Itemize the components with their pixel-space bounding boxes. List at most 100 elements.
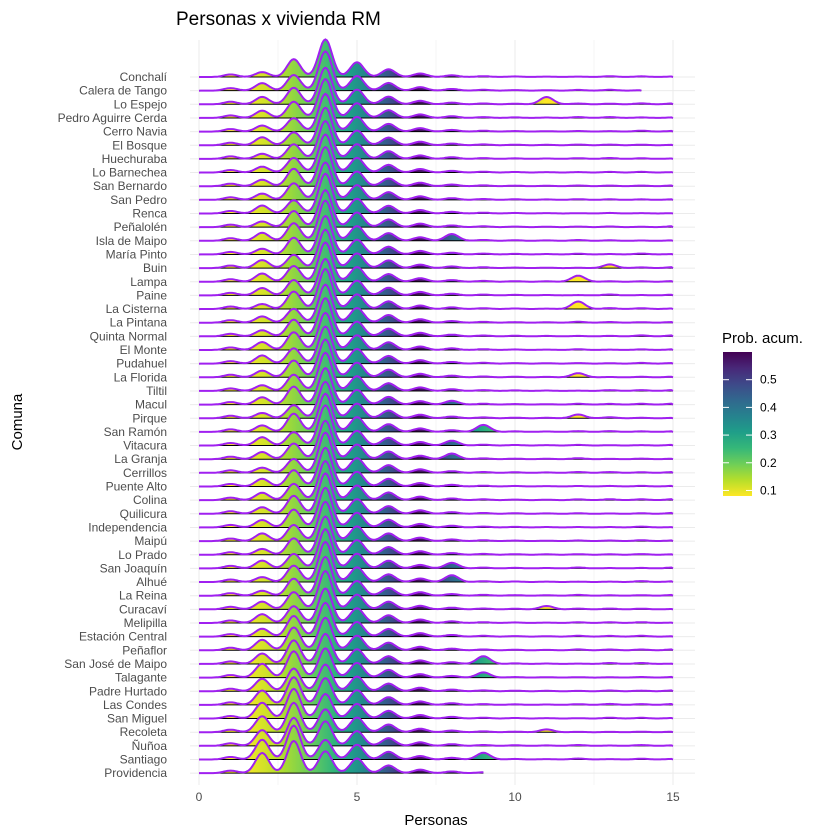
ridge-fill <box>199 741 484 774</box>
ridge-fill <box>199 501 673 542</box>
ridge-density-line <box>199 701 674 734</box>
ridge-density-line <box>199 601 674 638</box>
ridge-fill <box>199 633 673 664</box>
ridge-density-line <box>198 380 674 420</box>
y-tick-penalolen: Peñalolén <box>114 220 167 234</box>
y-tick-renca: Renca <box>132 207 167 221</box>
y-tick-la-granja: La Granja <box>114 452 167 466</box>
y-tick-el-bosque: El Bosque <box>112 138 167 152</box>
y-tick-macul: Macul <box>135 398 167 412</box>
y-tick-alhue: Alhué <box>136 575 167 589</box>
ridge-santiago <box>199 724 674 761</box>
ridge-isla-de-maipo <box>199 199 674 242</box>
x-tick-15: 15 <box>666 790 680 804</box>
ridge-density-line <box>199 311 674 351</box>
ridge-maria-pinto <box>198 214 674 256</box>
ridge-la-reina <box>199 555 674 597</box>
ridge-density-line <box>198 687 674 720</box>
y-tick-santiago: Santiago <box>120 753 168 767</box>
ridge-fill <box>199 381 673 419</box>
ridge-density-line <box>199 172 674 215</box>
y-tick-nunoa: Ñuñoa <box>132 739 168 753</box>
ridge-puente-alto <box>199 446 674 488</box>
ridge-pudahuel <box>198 325 674 365</box>
ridge-tiltil <box>199 351 674 392</box>
ridge-cerrillos <box>198 431 674 474</box>
ridge-density-line <box>199 587 674 624</box>
y-tick-curacavi: Curacaví <box>119 602 168 616</box>
x-tick-0: 0 <box>196 790 203 804</box>
y-tick-maria-pinto: María Pinto <box>106 247 168 261</box>
ridge-density-line <box>199 472 674 515</box>
ridge-density-line <box>198 50 642 92</box>
y-tick-independencia: Independencia <box>88 520 167 534</box>
y-tick-melipilla: Melipilla <box>124 616 168 630</box>
legend-title: Prob. acum. <box>722 330 803 347</box>
ridge-fill <box>199 216 673 255</box>
y-tick-cerrillos: Cerrillos <box>123 466 167 480</box>
ridge-density-line <box>199 283 674 324</box>
ridge-density-line <box>199 739 484 775</box>
legend-tick-0.5: 0.5 <box>760 373 777 387</box>
ridge-density-line <box>198 267 674 311</box>
y-tick-la-reina: La Reina <box>119 589 167 603</box>
ridge-density-line <box>199 540 674 583</box>
ridge-pedro-aguirre-cerda <box>198 77 674 119</box>
ridge-density-line <box>198 241 674 283</box>
ridge-recoleta <box>199 701 674 734</box>
ridge-calera-de-tango <box>198 50 642 92</box>
ridge-density-line <box>198 632 674 665</box>
ridges <box>198 38 674 775</box>
ridge-density-line <box>198 486 674 529</box>
ridge-density-line <box>199 145 674 188</box>
ridge-fill <box>199 432 673 473</box>
ridge-density-line <box>198 297 674 338</box>
ridge-fill <box>199 717 673 746</box>
ridge-fill <box>199 147 673 187</box>
ridge-pirque <box>198 380 674 420</box>
y-tick-maipu: Maipú <box>134 534 167 548</box>
y-tick-buin: Buin <box>143 261 167 275</box>
y-tick-paine: Paine <box>136 288 167 302</box>
ridge-fill <box>199 677 673 705</box>
y-tick-la-cisterna: La Cisterna <box>106 302 168 316</box>
y-tick-san-jose-de-maipo: San José de Maipo <box>64 657 167 671</box>
y-tick-san-bernardo: San Bernardo <box>93 179 167 193</box>
ridge-fill <box>199 648 673 678</box>
ridge-fill <box>199 200 673 241</box>
ridge-density-line <box>198 569 674 611</box>
ridge-las-condes <box>199 676 674 706</box>
ridge-density-line <box>199 616 674 652</box>
y-tick-huechuraba: Huechuraba <box>102 152 168 166</box>
ridge-density-line <box>198 77 674 119</box>
y-tick-talagante: Talagante <box>115 671 167 685</box>
ridge-maipu <box>199 500 674 543</box>
ridge-la-florida <box>199 338 674 379</box>
ridge-density-line <box>199 419 674 461</box>
ridge-san-bernardo <box>199 145 674 188</box>
y-tick-la-pintana: La Pintana <box>110 316 168 330</box>
x-tick-labels: 0 5 10 15 <box>196 790 680 804</box>
ridge-talagante <box>199 647 674 679</box>
chart-title: Personas x vivienda RM <box>176 9 381 30</box>
ridge-lo-barnechea <box>198 133 674 174</box>
ridge-density-line <box>198 663 674 693</box>
y-tick-san-ramon: San Ramón <box>104 425 167 439</box>
ridge-density-line <box>199 257 674 297</box>
x-tick-10: 10 <box>508 790 522 804</box>
ridge-curacavi <box>198 569 674 611</box>
ridge-quinta-normal <box>198 297 674 338</box>
ridge-density-line <box>198 133 674 174</box>
legend: Prob. acum. 0.1 0.2 0.3 0.4 0.5 <box>722 330 803 497</box>
ridge-fill <box>199 312 673 350</box>
y-tick-lo-barnechea: Lo Barnechea <box>92 166 167 180</box>
ridge-density-line <box>199 724 674 761</box>
ridge-density-line <box>198 188 674 229</box>
ridge-density-line <box>199 647 674 679</box>
ridge-density-line <box>199 119 674 160</box>
ridge-density-line <box>199 199 674 242</box>
ridge-fill <box>199 93 673 132</box>
ridge-fill <box>199 473 673 514</box>
y-tick-pirque: Pirque <box>132 411 167 425</box>
ridge-density-line <box>198 431 674 474</box>
